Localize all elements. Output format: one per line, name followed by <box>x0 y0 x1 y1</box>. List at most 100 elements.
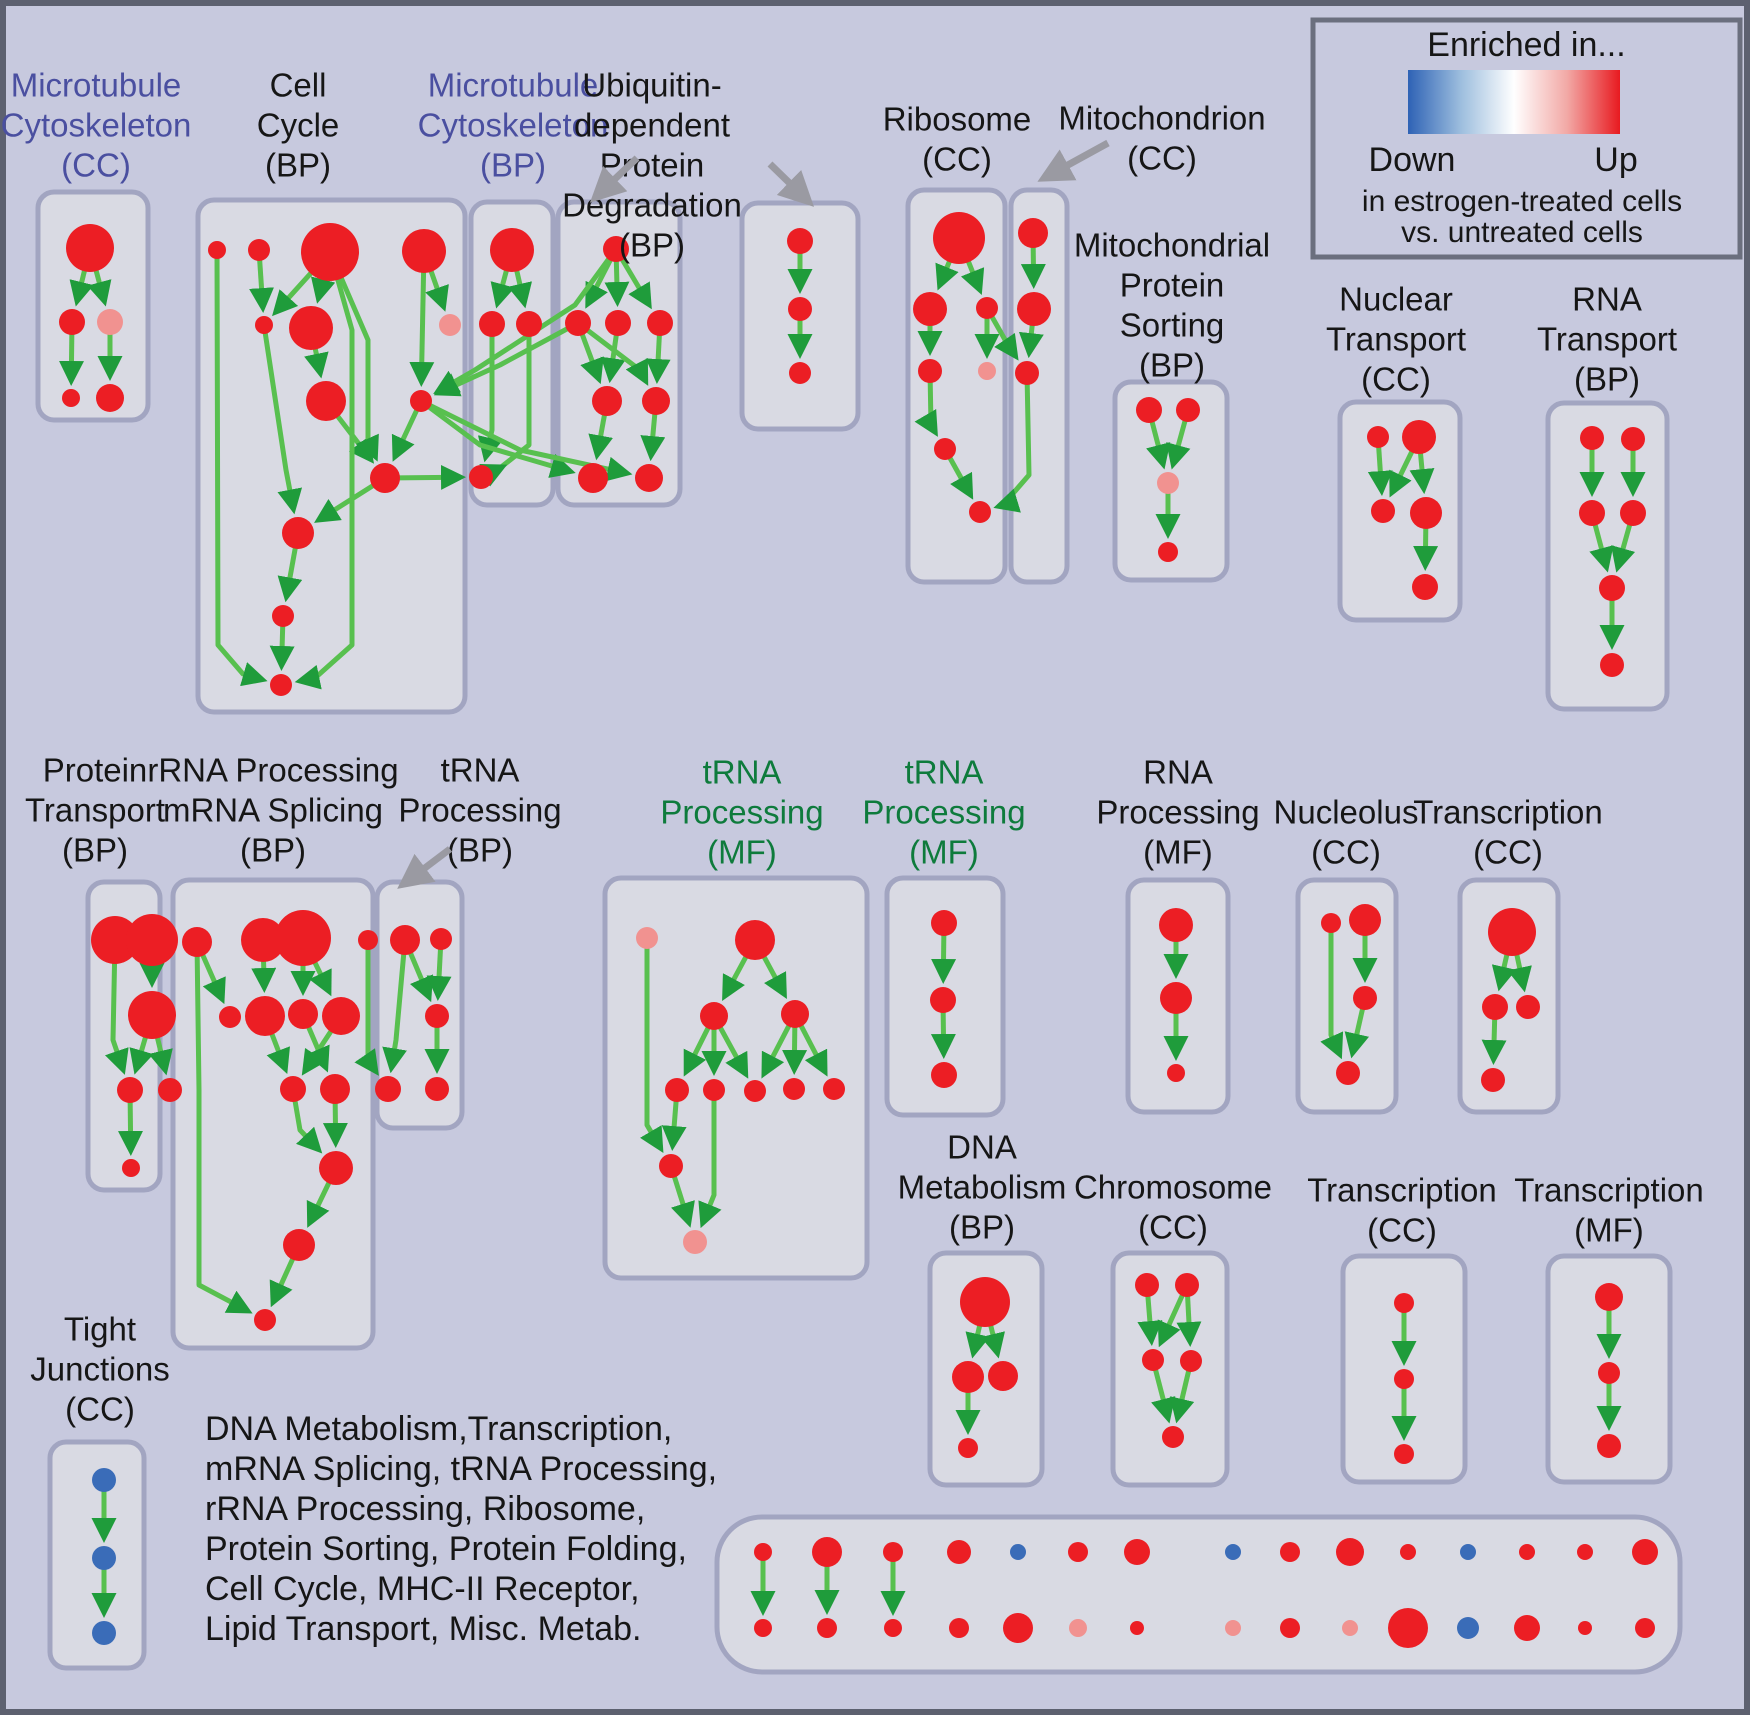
go-term-node-red <box>947 1540 971 1564</box>
go-term-node-red <box>255 316 273 334</box>
go-term-node-red <box>913 292 947 326</box>
legend-title: Enriched in... <box>1427 26 1625 64</box>
edge-arrow <box>214 249 268 687</box>
go-term-node-red <box>370 463 400 493</box>
cluster-label-rna-transport-bp: RNA Transport (BP) <box>1537 281 1677 398</box>
go-term-node-red <box>744 1080 766 1102</box>
go-term-node-red <box>1412 574 1438 600</box>
go-term-node-red <box>1367 426 1389 448</box>
go-term-node-red <box>320 1074 350 1104</box>
cluster-label-trna-processing-mf-2: tRNA Processing (MF) <box>862 754 1025 871</box>
go-term-node-red <box>754 1543 772 1561</box>
edge-arrow <box>294 251 355 690</box>
edge-arrow <box>984 306 1019 361</box>
go-term-node-red <box>289 306 333 350</box>
legend-down-label: Down <box>1369 141 1456 179</box>
go-term-node-red <box>931 1062 957 1088</box>
go-term-node-red <box>1135 1273 1159 1297</box>
go-term-node-red <box>960 1277 1010 1327</box>
go-term-node-red <box>823 1078 845 1100</box>
label-callout-arrow <box>589 155 640 203</box>
go-term-node-red <box>1599 575 1625 601</box>
legend-up-label: Up <box>1594 141 1637 179</box>
edge-arrow <box>327 251 379 462</box>
cluster-label-tight-junctions-cc: Tight Junctions (CC) <box>30 1311 169 1428</box>
go-term-node-red <box>117 1077 143 1103</box>
go-term-node-red <box>1142 1349 1164 1371</box>
go-term-node-red <box>1353 986 1377 1010</box>
edge-arrow <box>576 321 649 386</box>
legend-subtitle-1: in estrogen-treated cells <box>1362 185 1682 218</box>
go-term-node-red <box>1371 499 1395 523</box>
go-term-node-red <box>241 918 285 962</box>
cluster-label-mitochondrial-protein-sorting: Mitochondrial Protein Sorting (BP) <box>1074 227 1270 384</box>
go-term-node-red <box>96 384 124 412</box>
go-term-node-pink <box>636 927 658 949</box>
go-term-node-red <box>1402 420 1436 454</box>
edge-arrow <box>382 939 408 1074</box>
cluster-panel-misc-combined <box>714 1514 1683 1675</box>
cluster-label-trna-processing-bp: tRNA Processing (BP) <box>398 752 561 869</box>
go-term-node-red <box>1514 1615 1540 1641</box>
cluster-label-microtubule-bp: Microtubule Cytoskeleton (BP) <box>418 67 609 184</box>
cluster-label-cell-cycle: Cell Cycle (BP) <box>257 67 340 184</box>
go-term-node-red <box>1124 1539 1150 1565</box>
go-term-node-blue <box>92 1546 116 1570</box>
go-term-node-red <box>425 1004 449 1028</box>
go-term-node-red <box>1595 1283 1623 1311</box>
cluster-label-transcription-cc-lower: Transcription (CC) <box>1307 1172 1497 1249</box>
go-term-node-red <box>1167 1064 1185 1082</box>
go-term-node-pink <box>1069 1619 1087 1637</box>
go-term-node-red <box>788 297 812 321</box>
cluster-label-protein-transport-bp: Protein Transport (BP) <box>25 752 165 869</box>
go-term-node-red <box>270 674 292 696</box>
go-term-node-red <box>1578 1621 1592 1635</box>
go-term-node-red <box>1621 427 1645 451</box>
go-term-node-red <box>306 381 346 421</box>
edge-arrow <box>1320 923 1344 1060</box>
go-term-node-red <box>479 311 505 337</box>
edge-arrow <box>194 941 253 1314</box>
go-term-node-blue <box>1010 1544 1026 1560</box>
go-term-node-red <box>603 236 629 262</box>
go-term-node-red <box>1600 653 1624 677</box>
go-term-node-red <box>812 1537 842 1567</box>
go-term-node-red <box>565 310 591 336</box>
go-term-node-red <box>1482 994 1508 1020</box>
edge-arrow <box>104 939 129 1075</box>
legend: Enriched in... Down Up in estrogen-treated … <box>1310 17 1743 260</box>
go-term-node-red <box>254 1309 276 1331</box>
go-term-node-red <box>158 1078 182 1102</box>
cluster-panel-mitochondrion-cc <box>1008 187 1070 585</box>
cluster-label-transcription-cc-upper: Transcription (CC) <box>1413 794 1603 871</box>
edge-arrow <box>698 1090 722 1229</box>
go-term-node-red <box>754 1619 772 1637</box>
go-term-node-red <box>1410 497 1442 529</box>
cluster-panel-nuclear-transport-cc <box>1337 399 1463 623</box>
edge-arrow <box>419 398 576 478</box>
go-term-node-red <box>1068 1542 1088 1562</box>
edge-arrow <box>640 938 664 1154</box>
go-term-node-red <box>958 1438 978 1458</box>
go-term-node-red <box>1394 1444 1414 1464</box>
go-term-node-pink <box>1342 1620 1358 1636</box>
go-term-node-red <box>1598 1362 1620 1384</box>
go-term-node-red <box>1158 542 1178 562</box>
cluster-label-nuclear-transport-cc: Nuclear Transport (CC) <box>1326 281 1466 398</box>
edge-arrow <box>261 324 303 515</box>
cluster-label-microtubule-cc: Microtubule Cytoskeleton (CC) <box>1 67 192 184</box>
labels-layer: Microtubule Cytoskeleton (CC) Cell Cycle (BP)… <box>1 67 1704 1648</box>
legend-box <box>1310 17 1743 260</box>
go-term-node-blue <box>92 1468 116 1492</box>
go-term-node-red <box>1160 982 1192 1014</box>
go-term-node-red <box>1579 500 1605 526</box>
go-term-node-red <box>402 229 446 273</box>
go-term-node-red <box>1015 361 1039 385</box>
go-term-node-red <box>1632 1539 1658 1565</box>
go-term-node-red <box>949 1618 969 1638</box>
go-term-node-red <box>931 910 957 936</box>
go-term-node-red <box>301 223 359 281</box>
go-term-node-red <box>1349 904 1381 936</box>
go-term-node-red <box>1017 292 1051 326</box>
